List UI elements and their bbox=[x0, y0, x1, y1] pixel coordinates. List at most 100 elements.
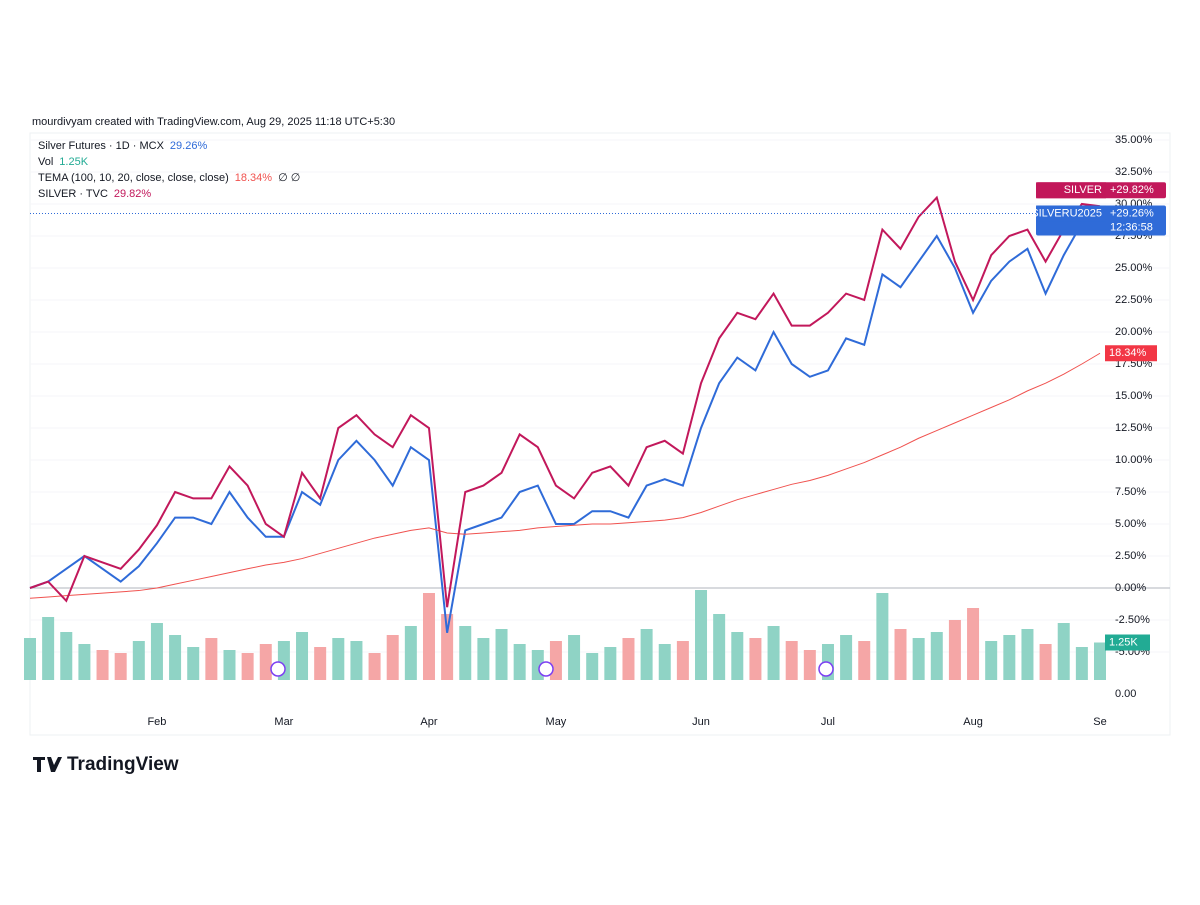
volume-bar bbox=[477, 638, 490, 680]
value-tag-time: 12:36:58 bbox=[1110, 221, 1153, 233]
series-line bbox=[29, 352, 1101, 599]
y-tick-label: 2.50% bbox=[1115, 550, 1146, 562]
legend-extra: ∅ ∅ bbox=[278, 172, 300, 184]
volume-bar bbox=[948, 620, 961, 680]
value-tag-text: +29.82% bbox=[1110, 184, 1154, 196]
legend-name: Silver Futures · 1D · MCX bbox=[38, 140, 165, 152]
y-tick-label: 32.50% bbox=[1115, 166, 1153, 178]
x-tick-label: Jul bbox=[821, 716, 835, 728]
volume-bar bbox=[42, 617, 55, 680]
volume-bar bbox=[150, 623, 163, 680]
legend-name: SILVER · TVC bbox=[38, 188, 108, 200]
volume-bar bbox=[568, 635, 581, 680]
volume-bar bbox=[96, 650, 109, 680]
x-tick-label: Mar bbox=[274, 716, 293, 728]
legend-value: 29.26% bbox=[170, 140, 208, 152]
x-tick-label: Aug bbox=[963, 716, 983, 728]
event-markers bbox=[270, 661, 834, 677]
volume-bar bbox=[187, 647, 200, 680]
volume-bar bbox=[495, 629, 508, 680]
y-tick-label: 5.00% bbox=[1115, 518, 1146, 530]
volume-bar bbox=[223, 650, 236, 680]
volume-bar bbox=[876, 593, 889, 680]
volume-bar bbox=[1021, 629, 1034, 680]
value-tag-name-bg bbox=[1036, 205, 1106, 222]
volume-bar bbox=[332, 638, 345, 680]
x-tick-label: Apr bbox=[420, 716, 437, 728]
value-tag-text: 1.25K bbox=[1109, 636, 1138, 648]
volume-bar bbox=[1094, 642, 1106, 680]
x-tick-label: Jun bbox=[692, 716, 710, 728]
y-tick-label: 35.00% bbox=[1115, 134, 1153, 146]
volume-bar bbox=[785, 641, 798, 680]
logo-text: TradingView bbox=[67, 754, 179, 775]
volume-bar bbox=[676, 641, 689, 680]
credit: mourdivyam created with TradingView.com,… bbox=[32, 116, 395, 128]
volume-bar bbox=[296, 632, 309, 680]
volume-bar bbox=[24, 638, 36, 680]
volume-bar bbox=[259, 644, 272, 680]
volume-bar bbox=[368, 653, 381, 680]
volume-bar bbox=[513, 644, 526, 680]
volume-bar bbox=[894, 629, 907, 680]
x-tick-label: Feb bbox=[147, 716, 166, 728]
volume-bar bbox=[441, 614, 454, 680]
y-tick-label: 0.00% bbox=[1115, 582, 1146, 594]
y-tick-label: 12.50% bbox=[1115, 422, 1153, 434]
volume-bar bbox=[205, 638, 218, 680]
legend: Silver Futures · 1D · MCX 29.26% Vol 1.25K T… bbox=[38, 140, 300, 200]
volume-bar bbox=[404, 626, 417, 680]
volume-bar bbox=[840, 635, 853, 680]
legend-name: TEMA (100, 10, 20, close, close, close) bbox=[38, 172, 229, 184]
legend-value: 1.25K bbox=[59, 156, 88, 168]
volume-bar bbox=[169, 635, 182, 680]
value-tag-text: +29.26% bbox=[1110, 207, 1154, 219]
volume-bar bbox=[858, 641, 871, 680]
volume-bar bbox=[604, 647, 617, 680]
y-tick-label: -2.50% bbox=[1115, 614, 1150, 626]
series-line bbox=[29, 212, 1101, 633]
plot: 35.00%32.50%30.00%27.50%25.00%22.50%20.0… bbox=[24, 134, 1170, 728]
volume-bar bbox=[985, 641, 998, 680]
volume-bar bbox=[422, 593, 435, 680]
volume-bar bbox=[1057, 623, 1070, 680]
volume-bar bbox=[314, 647, 327, 680]
volume-bar bbox=[1075, 647, 1088, 680]
volume-bar bbox=[1039, 644, 1052, 680]
y-tick-label: 7.50% bbox=[1115, 486, 1146, 498]
volume-bar bbox=[114, 653, 127, 680]
volume-bar bbox=[640, 629, 653, 680]
legend-value: 18.34% bbox=[235, 172, 273, 184]
volume-bar bbox=[586, 653, 599, 680]
y-tick-label: 22.50% bbox=[1115, 294, 1153, 306]
series-line bbox=[29, 195, 1101, 608]
value-tag bbox=[1105, 345, 1157, 362]
volume-bar bbox=[912, 638, 925, 680]
volume-bar bbox=[713, 614, 726, 680]
volume-bar bbox=[60, 632, 73, 680]
y-tick-label: 25.00% bbox=[1115, 262, 1153, 274]
volume-bar bbox=[241, 653, 254, 680]
legend-name: Vol bbox=[38, 156, 53, 168]
logo: TradingView bbox=[33, 754, 179, 775]
volume-bar bbox=[350, 641, 363, 680]
volume-bar bbox=[386, 635, 399, 680]
volume-bar bbox=[622, 638, 635, 680]
volume-bar bbox=[658, 644, 671, 680]
chart-frame bbox=[29, 132, 1171, 736]
x-tick-label: Se bbox=[1093, 716, 1106, 728]
volume-bar bbox=[695, 590, 708, 680]
value-tag-name: SILVERU2025 bbox=[1031, 207, 1102, 219]
volume-bar bbox=[749, 638, 762, 680]
y-tick-label: 15.00% bbox=[1115, 390, 1153, 402]
volume-bar bbox=[459, 626, 472, 680]
value-tag bbox=[1105, 634, 1150, 651]
legend-value: 29.82% bbox=[114, 188, 152, 200]
volume-bar bbox=[78, 644, 91, 680]
volume-bar bbox=[803, 650, 816, 680]
y-tick-label: 10.00% bbox=[1115, 454, 1153, 466]
value-tag-name: SILVER bbox=[1064, 184, 1102, 196]
volume-bar bbox=[930, 632, 943, 680]
y-tick-label: 20.00% bbox=[1115, 326, 1153, 338]
